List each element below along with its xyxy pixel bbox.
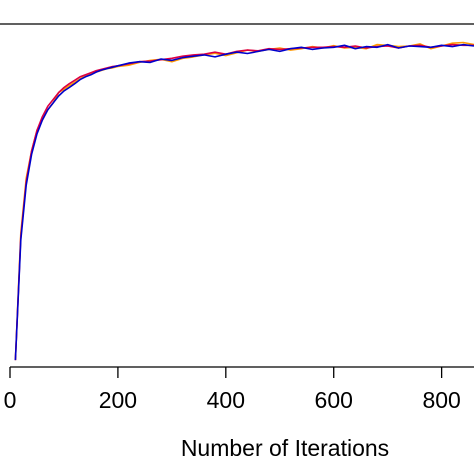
series-line-3 xyxy=(14,43,474,361)
x-tick-label: 600 xyxy=(315,387,353,413)
x-tick-label: 400 xyxy=(207,387,245,413)
series-layer xyxy=(14,41,474,361)
x-axis-title: Number of Iterations xyxy=(181,435,389,461)
series-line-1 xyxy=(14,41,474,361)
x-tick-layer: 0 200 400 600 800 xyxy=(4,367,461,413)
series-line-2 xyxy=(14,43,474,361)
x-tick-label: 0 xyxy=(4,387,17,413)
x-tick-label: 200 xyxy=(99,387,137,413)
x-tick-label: 800 xyxy=(422,387,460,413)
